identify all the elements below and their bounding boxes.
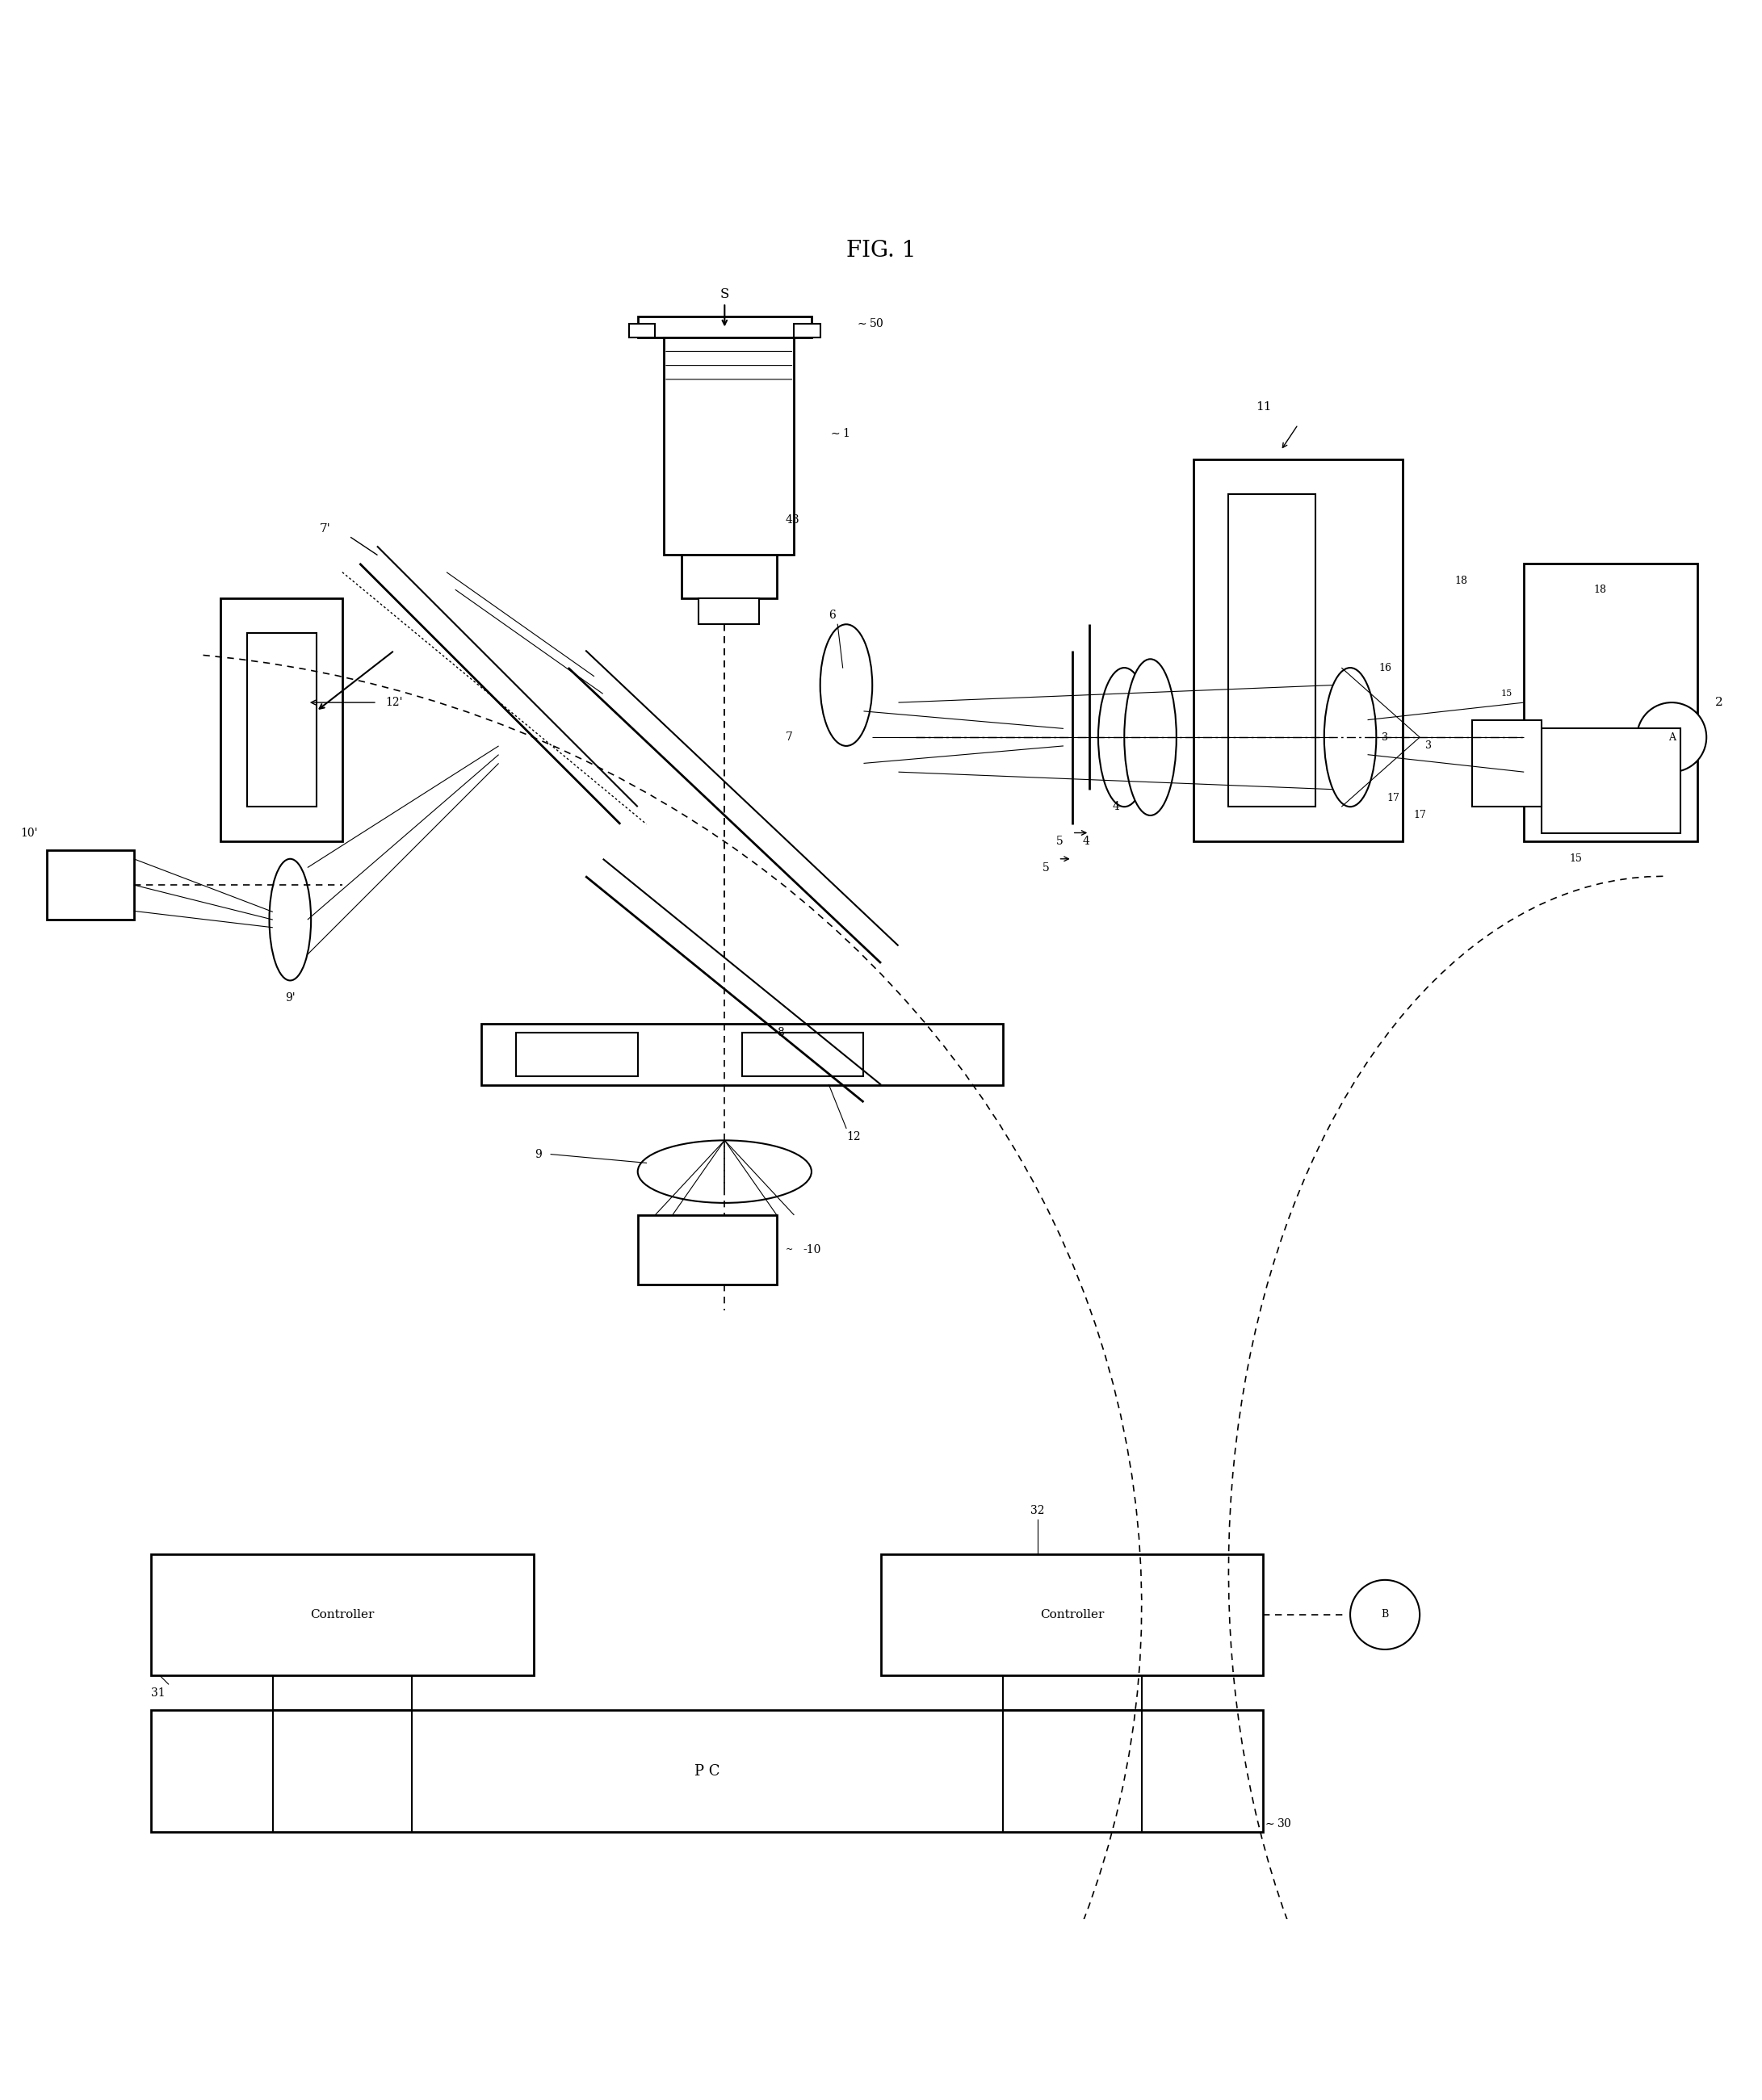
Text: 4: 4: [1082, 836, 1089, 846]
Bar: [1471, 720, 1542, 806]
Text: 3: 3: [1425, 741, 1433, 752]
Ellipse shape: [270, 859, 312, 981]
Text: 12': 12': [386, 697, 403, 708]
Bar: [152, 1709, 1263, 1831]
Text: 9': 9': [285, 991, 296, 1004]
Text: 5: 5: [1043, 861, 1050, 874]
Bar: [638, 1216, 777, 1285]
Text: 16: 16: [1378, 662, 1392, 672]
Bar: [742, 1033, 863, 1075]
Bar: [1195, 460, 1403, 842]
Text: $\sim$30: $\sim$30: [1263, 1816, 1292, 1829]
Text: 32: 32: [1031, 1506, 1045, 1516]
Bar: [220, 598, 342, 842]
Text: Controller: Controller: [1040, 1609, 1105, 1621]
Text: 9: 9: [536, 1149, 543, 1159]
Bar: [1542, 729, 1681, 834]
Ellipse shape: [819, 624, 872, 745]
Text: A: A: [1669, 733, 1676, 743]
Bar: [481, 1025, 1003, 1086]
Text: 17: 17: [1413, 811, 1425, 821]
Text: 15: 15: [1570, 853, 1582, 863]
Text: 7': 7': [319, 523, 331, 533]
Text: 10': 10': [21, 827, 39, 838]
Text: 4: 4: [1112, 800, 1119, 813]
Text: 43: 43: [786, 514, 800, 525]
Text: Controller: Controller: [310, 1609, 374, 1621]
Bar: [152, 1554, 534, 1676]
Text: B: B: [1381, 1609, 1388, 1619]
Text: 6: 6: [828, 609, 835, 622]
Bar: [247, 632, 315, 806]
Bar: [1228, 494, 1316, 806]
Ellipse shape: [1323, 668, 1376, 806]
Text: 8: 8: [777, 1027, 784, 1037]
Bar: [682, 554, 777, 598]
Ellipse shape: [1098, 668, 1151, 806]
Text: 17: 17: [1387, 794, 1401, 804]
Bar: [664, 338, 795, 554]
Text: $\sim$50: $\sim$50: [855, 317, 885, 330]
Text: P C: P C: [694, 1764, 721, 1779]
Text: -10: -10: [803, 1243, 821, 1256]
Bar: [1524, 563, 1699, 842]
Bar: [48, 850, 134, 920]
Ellipse shape: [638, 1140, 812, 1203]
Bar: [638, 317, 812, 338]
Text: $\sim$1: $\sim$1: [828, 426, 849, 439]
Circle shape: [1350, 1579, 1420, 1648]
Text: S: S: [721, 288, 729, 300]
Text: 7: 7: [786, 731, 793, 743]
Text: 18: 18: [1593, 584, 1607, 594]
Text: 11: 11: [1256, 401, 1270, 414]
Bar: [795, 323, 819, 338]
Text: ~: ~: [786, 1245, 793, 1254]
Text: FIG. 1: FIG. 1: [846, 239, 916, 262]
Text: 3: 3: [1381, 733, 1388, 743]
Text: 18: 18: [1454, 575, 1468, 586]
Bar: [629, 323, 655, 338]
Text: 2: 2: [1714, 697, 1723, 708]
Text: 12: 12: [846, 1132, 860, 1142]
Text: 31: 31: [152, 1686, 166, 1699]
Bar: [516, 1033, 638, 1075]
Text: 5: 5: [1057, 836, 1064, 846]
Bar: [881, 1554, 1263, 1676]
Text: 15: 15: [1501, 689, 1512, 697]
Circle shape: [1637, 704, 1706, 773]
Bar: [698, 598, 759, 624]
Ellipse shape: [1124, 659, 1177, 815]
